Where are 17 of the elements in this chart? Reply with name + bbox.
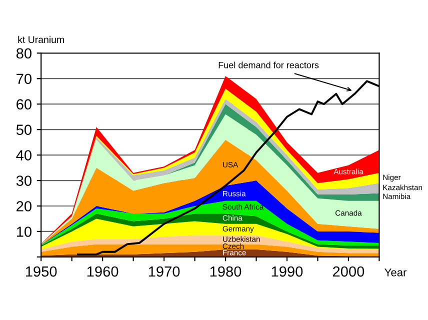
annotation: Fuel demand for reactors <box>218 62 319 68</box>
x-tick-label: 1980 <box>210 266 242 277</box>
x-tick-label: 1960 <box>87 266 118 277</box>
x-axis-title: Year <box>384 268 407 276</box>
y-tick-label: 20 <box>16 201 32 212</box>
y-tick-label: 10 <box>16 226 32 237</box>
y-tick-label: 80 <box>16 48 32 59</box>
y-tick-label: 60 <box>16 99 32 110</box>
x-tick-label: 1950 <box>26 266 57 277</box>
x-tick-label: 1970 <box>148 266 180 277</box>
x-tick-label: 1990 <box>272 266 303 277</box>
y-axis-title: kt Uranium <box>18 36 64 44</box>
y-tick-label: 30 <box>16 176 32 186</box>
y-tick-label: 70 <box>16 74 32 84</box>
x-tick-label: 2000 <box>332 266 364 277</box>
y-tick-label: 40 <box>16 150 32 160</box>
y-tick-label: 50 <box>16 124 32 135</box>
